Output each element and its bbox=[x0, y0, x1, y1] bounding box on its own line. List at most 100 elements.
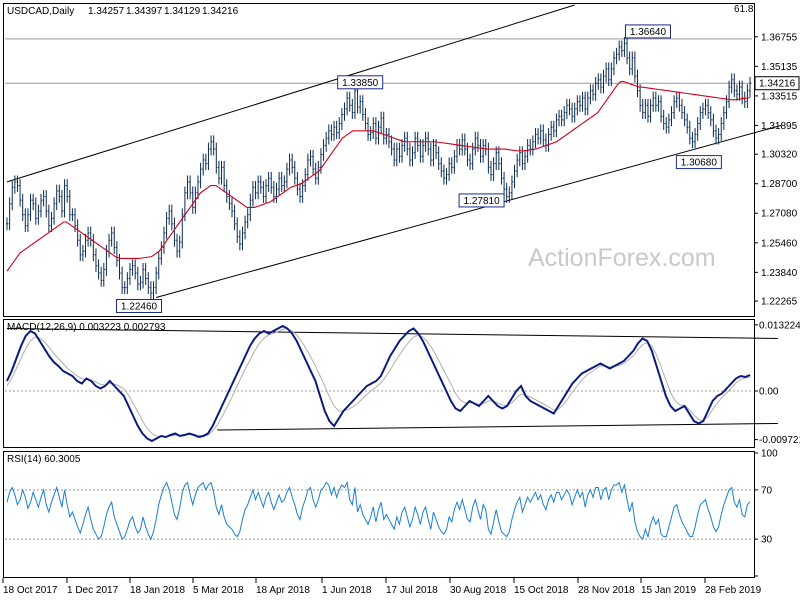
price-bar bbox=[191, 186, 194, 214]
price-bar bbox=[552, 120, 555, 138]
price-bar bbox=[217, 160, 220, 185]
x-tick-label: 15 Jan 2019 bbox=[641, 585, 696, 596]
macd-signal-line bbox=[6, 328, 751, 437]
price-bar bbox=[479, 139, 482, 163]
price-bar bbox=[625, 36, 629, 65]
price-bar bbox=[270, 171, 273, 194]
price-bar bbox=[657, 95, 660, 112]
price-bar bbox=[288, 153, 291, 176]
price-bar bbox=[641, 98, 644, 119]
price-bar bbox=[5, 217, 9, 231]
price-bar bbox=[58, 184, 61, 203]
price-annotation: 1.30680 bbox=[675, 155, 722, 170]
price-bar bbox=[312, 149, 315, 176]
macd-y-tick-label: 0.00 bbox=[759, 387, 779, 398]
price-bar bbox=[694, 128, 697, 149]
ohlc-high: 1.34397 bbox=[126, 6, 163, 17]
price-bar bbox=[223, 160, 226, 192]
price-bar bbox=[149, 281, 152, 300]
price-bar bbox=[730, 73, 733, 94]
price-bar bbox=[317, 160, 320, 185]
price-bar bbox=[254, 180, 257, 200]
rsi-panel bbox=[3, 451, 755, 578]
price-bar bbox=[550, 120, 553, 141]
price-bar bbox=[176, 233, 179, 258]
price-bar bbox=[144, 263, 147, 285]
price-bar bbox=[102, 263, 105, 287]
price-bar bbox=[225, 179, 228, 203]
price-bar bbox=[505, 182, 508, 203]
price-bar bbox=[147, 272, 150, 295]
price-bar bbox=[578, 95, 581, 112]
price-bar bbox=[704, 98, 707, 116]
price-bar bbox=[71, 208, 74, 222]
price-bar bbox=[212, 135, 215, 156]
price-bar bbox=[186, 175, 189, 200]
price-y-tick-label: 1.27080 bbox=[761, 209, 798, 220]
price-bar bbox=[644, 98, 647, 119]
price-y-tick-label: 1.28700 bbox=[761, 179, 798, 190]
price-bar bbox=[722, 106, 725, 130]
price-bar bbox=[437, 146, 440, 171]
price-bar bbox=[359, 95, 362, 114]
price-bar bbox=[24, 208, 27, 233]
price-bar bbox=[110, 226, 113, 247]
price-bar bbox=[427, 131, 430, 156]
price-bar bbox=[131, 259, 134, 276]
price-bar bbox=[309, 149, 312, 167]
price-bar bbox=[586, 91, 589, 116]
price-bar bbox=[631, 51, 634, 76]
price-bar bbox=[733, 73, 736, 98]
price-bar bbox=[251, 180, 254, 207]
macd-trendline bbox=[217, 423, 779, 431]
price-bar bbox=[202, 153, 205, 176]
price-bar bbox=[162, 226, 166, 254]
price-bar bbox=[343, 102, 346, 121]
price-bar bbox=[32, 193, 35, 211]
price-bar bbox=[66, 179, 69, 203]
price-bar bbox=[717, 128, 720, 145]
price-bar bbox=[495, 146, 498, 171]
price-bar bbox=[649, 98, 652, 123]
price-bar bbox=[278, 171, 281, 196]
price-bar bbox=[155, 266, 158, 295]
price-annotation-label: 1.36640 bbox=[630, 27, 667, 38]
price-bar bbox=[259, 175, 262, 194]
price-bar bbox=[406, 131, 409, 156]
price-bar bbox=[599, 73, 602, 94]
price-bar bbox=[304, 168, 307, 192]
channel-lower-line bbox=[155, 124, 782, 298]
watermark: ActionForex.com bbox=[528, 244, 716, 272]
price-bar bbox=[68, 190, 71, 222]
price-bar bbox=[50, 211, 53, 233]
price-bar bbox=[607, 62, 610, 87]
price-bar bbox=[623, 36, 626, 57]
price-bar bbox=[557, 109, 561, 127]
price-bar bbox=[332, 120, 336, 141]
macd-y-tick-label: -0.009721 bbox=[759, 435, 800, 446]
price-bar bbox=[298, 182, 302, 203]
price-bar bbox=[414, 131, 417, 160]
price-bar bbox=[236, 217, 239, 243]
price-bar bbox=[264, 179, 268, 203]
price-bar bbox=[411, 146, 414, 167]
price-bar bbox=[291, 153, 294, 174]
price-y-tick-label: 1.35135 bbox=[761, 62, 798, 73]
price-bar bbox=[393, 142, 396, 167]
price-bar bbox=[602, 69, 605, 94]
price-bar bbox=[442, 164, 445, 185]
moving-average-line bbox=[6, 81, 751, 272]
price-bar bbox=[330, 124, 333, 141]
price-bar bbox=[633, 51, 636, 83]
price-bar bbox=[526, 139, 529, 163]
price-bar bbox=[244, 215, 247, 240]
price-bar bbox=[680, 98, 684, 119]
price-bar bbox=[306, 153, 309, 181]
price-bar bbox=[136, 266, 139, 291]
last-price-marker: 1.34216 bbox=[754, 76, 800, 91]
price-bar bbox=[492, 157, 495, 181]
price-bar bbox=[489, 160, 493, 181]
price-bar bbox=[667, 113, 670, 134]
macd-layer bbox=[5, 324, 779, 443]
price-bar bbox=[699, 106, 702, 130]
